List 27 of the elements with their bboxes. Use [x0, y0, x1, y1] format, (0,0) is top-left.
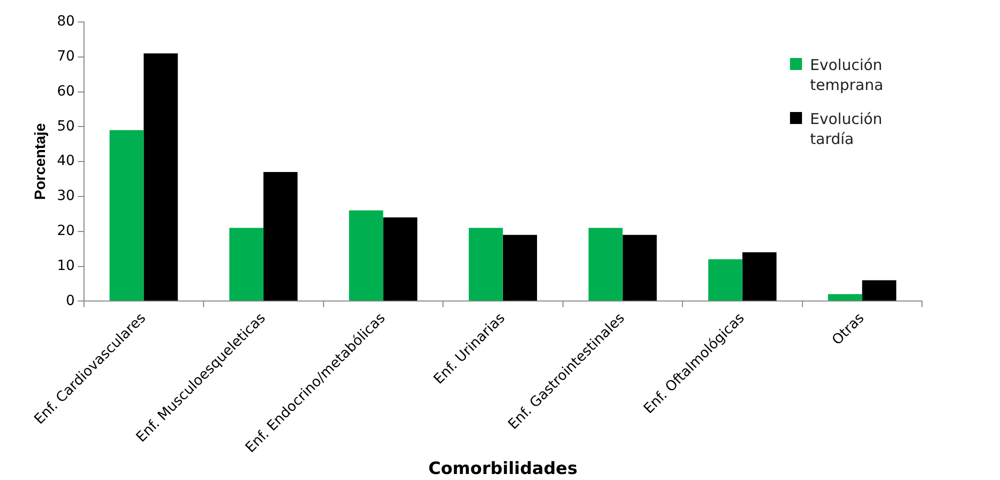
bar: [742, 252, 777, 301]
bar: [622, 234, 657, 301]
bar: [588, 228, 623, 301]
bar: [110, 130, 144, 301]
bar: [502, 234, 538, 301]
bar: [468, 228, 503, 301]
bar: [144, 53, 178, 301]
bar: [383, 217, 418, 301]
y-tick-label: 30: [56, 188, 75, 204]
y-axis-title: Porcentaje: [32, 123, 50, 200]
bar: [708, 259, 742, 301]
bar: [828, 294, 862, 301]
bar: [349, 210, 384, 301]
y-tick-label: 0: [66, 292, 75, 309]
legend-label: Evolución tardía: [810, 109, 884, 149]
y-tick-label: 20: [56, 223, 75, 239]
bar: [862, 280, 896, 301]
bar: [263, 172, 298, 301]
y-tick-label: 10: [56, 258, 75, 274]
y-tick-label: 80: [56, 14, 75, 30]
y-tick-label: 40: [56, 153, 75, 170]
bar: [229, 228, 264, 301]
y-tick-label: 70: [56, 48, 75, 65]
y-tick-label: 60: [56, 83, 75, 100]
x-axis-title: Comorbilidades: [428, 459, 578, 480]
y-tick-label: 50: [56, 118, 75, 134]
legend-label: Evolución temprana: [810, 55, 884, 95]
